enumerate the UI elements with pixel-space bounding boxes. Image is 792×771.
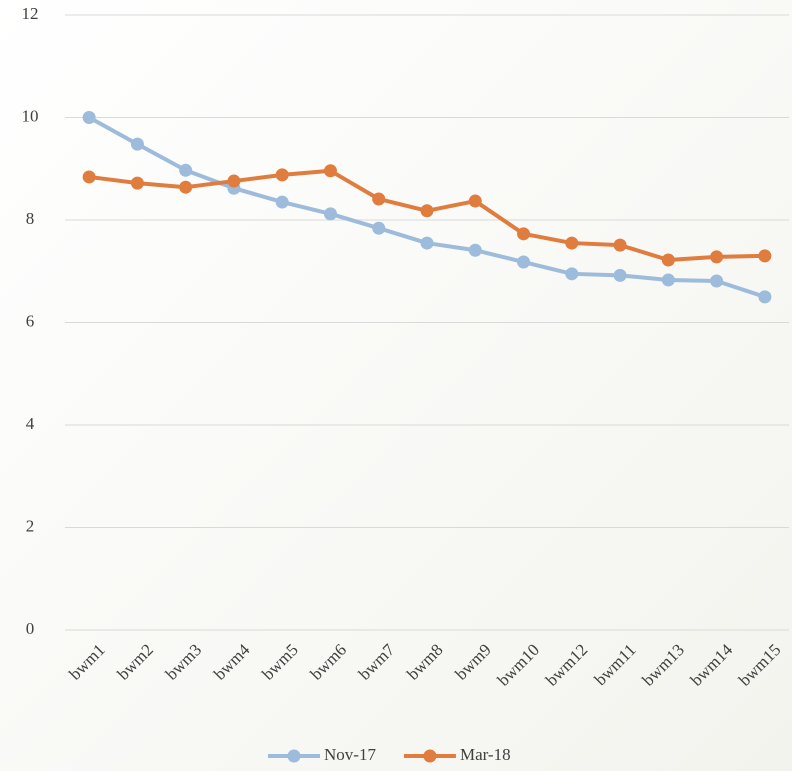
y-tick-label: 12 [22, 4, 39, 23]
y-tick-label: 10 [22, 106, 39, 125]
point [372, 192, 386, 206]
point [710, 274, 724, 288]
x-tick-label: bwm10 [494, 640, 543, 689]
x-tick-label: bwm8 [403, 640, 446, 683]
y-tick-label: 2 [26, 516, 35, 535]
point [179, 180, 193, 194]
point [82, 170, 96, 184]
y-tick-label: 0 [26, 619, 35, 638]
point [565, 236, 579, 250]
point [517, 227, 531, 241]
point [517, 255, 531, 269]
x-tick-label: bwm1 [65, 640, 108, 683]
point [275, 168, 289, 182]
x-tick-label: bwm4 [210, 640, 254, 684]
point [130, 176, 144, 190]
x-tick-label: bwm12 [542, 640, 591, 689]
point [468, 194, 482, 208]
x-tick-label: bwm15 [735, 640, 784, 689]
x-tick-label: bwm2 [114, 640, 157, 683]
point [227, 174, 241, 188]
point [613, 238, 627, 252]
y-tick-label: 4 [26, 414, 35, 433]
point [420, 204, 434, 218]
point [468, 243, 482, 257]
y-tick-label: 6 [26, 311, 35, 330]
point [275, 195, 289, 209]
x-tick-label: bwm13 [638, 640, 687, 689]
x-tick-label: bwm5 [258, 640, 301, 683]
point [661, 253, 675, 267]
point [179, 163, 193, 177]
point [661, 273, 675, 287]
point [758, 290, 772, 304]
x-tick-label: bwm14 [687, 640, 737, 690]
point [420, 236, 434, 250]
legend-marker [423, 749, 437, 763]
x-tick-label: bwm9 [451, 640, 494, 683]
x-tick-label: bwm7 [355, 640, 399, 684]
x-tick-label: bwm11 [591, 640, 640, 689]
point [372, 221, 386, 235]
x-tick-label: bwm6 [307, 640, 350, 683]
point [82, 111, 96, 124]
point [710, 250, 724, 264]
legend-label: Nov-17 [324, 745, 376, 764]
legend-marker [287, 749, 301, 763]
x-tick-label: bwm3 [162, 640, 205, 683]
point [613, 268, 627, 282]
legend-label: Mar-18 [460, 745, 511, 764]
point [323, 207, 337, 221]
point [323, 164, 337, 178]
point [565, 267, 579, 281]
point [130, 137, 144, 151]
y-tick-label: 8 [26, 209, 35, 228]
point [758, 249, 772, 263]
